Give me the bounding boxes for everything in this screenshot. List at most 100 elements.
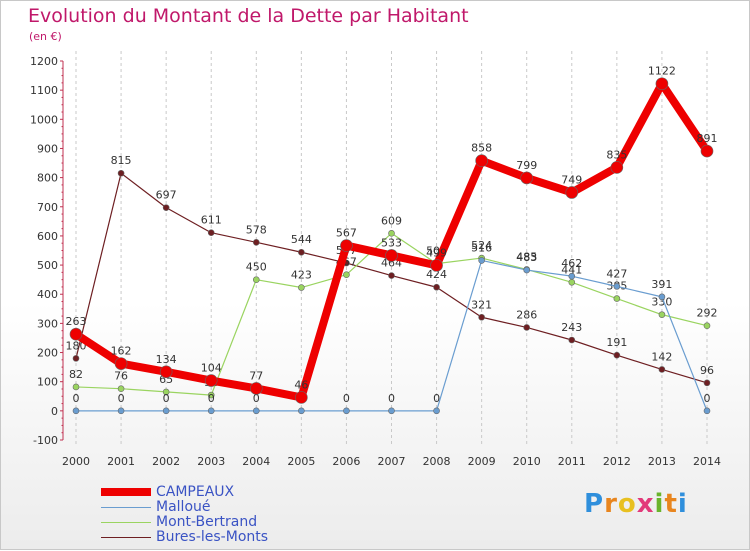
- y-tick-label: 600: [37, 230, 58, 243]
- y-tick-label: 900: [37, 142, 58, 155]
- data-label: 499: [426, 246, 447, 259]
- data-point: [114, 357, 128, 370]
- y-tick-label: 0: [51, 405, 58, 418]
- data-label: 330: [651, 296, 672, 309]
- data-point: [658, 293, 666, 301]
- y-tick-label: 1000: [30, 113, 58, 126]
- data-label: 243: [561, 321, 582, 334]
- legend-item: Bures-les-Monts: [101, 530, 401, 545]
- data-label: 544: [291, 233, 312, 246]
- data-label: 0: [253, 392, 260, 405]
- data-label: 162: [111, 345, 132, 358]
- data-label: 76: [114, 370, 128, 383]
- data-label: 858: [471, 142, 492, 155]
- data-label: 835: [606, 148, 627, 161]
- data-label: 0: [163, 392, 170, 405]
- data-point: [385, 249, 398, 262]
- x-tick-label: 2003: [197, 455, 225, 468]
- data-label: 611: [201, 214, 222, 227]
- x-tick-label: 2000: [62, 455, 90, 468]
- logo-letter: o: [617, 489, 637, 519]
- data-label: 142: [651, 350, 672, 363]
- data-point: [252, 239, 260, 246]
- legend-label: Bures-les-Monts: [156, 529, 269, 545]
- data-point: [568, 336, 576, 344]
- data-point: [117, 407, 125, 415]
- data-point: [117, 385, 125, 392]
- data-point: [159, 365, 173, 379]
- data-point: [430, 259, 443, 272]
- data-label: 286: [516, 308, 537, 321]
- logo-letter: i: [677, 489, 688, 519]
- data-point: [207, 407, 215, 415]
- data-label: 749: [561, 173, 582, 186]
- data-label: 578: [246, 223, 267, 236]
- data-point: [703, 322, 711, 330]
- data-label: 0: [73, 392, 80, 405]
- data-label: 77: [249, 369, 263, 382]
- chart-subtitle: (en €): [29, 30, 62, 43]
- data-point: [613, 283, 621, 290]
- y-tick-label: 1200: [30, 55, 58, 68]
- proxiti-logo: Proxiti: [584, 489, 688, 519]
- x-tick-label: 2012: [603, 455, 631, 468]
- data-point: [388, 407, 395, 415]
- data-point: [613, 295, 621, 302]
- data-point: [252, 407, 260, 415]
- data-label: 450: [246, 261, 267, 274]
- data-label: 0: [343, 392, 350, 405]
- y-tick-label: 200: [37, 347, 58, 360]
- data-label: 567: [336, 227, 357, 240]
- legend-label: Malloué: [156, 499, 211, 515]
- data-point: [298, 407, 305, 415]
- data-point: [520, 171, 534, 185]
- data-label: 485: [516, 250, 537, 263]
- data-label: 180: [66, 339, 87, 352]
- data-label: 0: [388, 392, 395, 405]
- data-point: [703, 407, 711, 415]
- data-label: 321: [471, 298, 492, 311]
- data-point: [298, 284, 305, 291]
- data-point: [252, 276, 260, 283]
- data-label: 96: [700, 364, 714, 377]
- data-label: 891: [697, 132, 718, 145]
- data-label: 516: [471, 241, 492, 254]
- data-point: [207, 391, 215, 399]
- data-label: 423: [291, 269, 312, 282]
- chart-legend: CAMPEAUX Malloué Mont-Bertrand Bures-les-Mo…: [101, 485, 401, 545]
- x-tick-label: 2001: [107, 455, 135, 468]
- logo-letter: r: [604, 489, 618, 519]
- chart-title: Evolution du Montant de la Dette par Hab…: [28, 5, 469, 27]
- y-tick-label: 1100: [30, 84, 58, 97]
- y-tick-label: -100: [33, 434, 58, 447]
- data-label: 533: [381, 236, 402, 249]
- data-point: [433, 407, 440, 415]
- legend-swatch: [101, 522, 151, 523]
- data-label: 697: [156, 189, 177, 202]
- logo-letter: P: [584, 489, 605, 519]
- logo-letter: i: [654, 489, 665, 519]
- data-label: 82: [69, 368, 83, 381]
- y-tick-label: 400: [37, 288, 58, 301]
- x-tick-label: 2006: [332, 455, 360, 468]
- legend-item: CAMPEAUX: [101, 485, 401, 500]
- logo-letter: t: [664, 489, 678, 519]
- data-point: [69, 327, 83, 341]
- data-point: [568, 272, 576, 280]
- data-point: [72, 383, 80, 391]
- data-label: 0: [208, 392, 215, 405]
- data-point: [343, 407, 350, 415]
- data-point: [72, 355, 80, 362]
- legend-item: Malloué: [101, 500, 401, 515]
- data-point: [388, 272, 395, 279]
- legend-label: Mont-Bertrand: [156, 514, 258, 530]
- data-label: 815: [111, 154, 132, 167]
- data-point: [298, 248, 305, 256]
- x-tick-label: 2014: [693, 455, 721, 468]
- data-point: [613, 351, 621, 359]
- data-point: [207, 229, 215, 237]
- data-point: [655, 77, 669, 91]
- data-point: [340, 239, 353, 252]
- data-label: 292: [697, 307, 718, 320]
